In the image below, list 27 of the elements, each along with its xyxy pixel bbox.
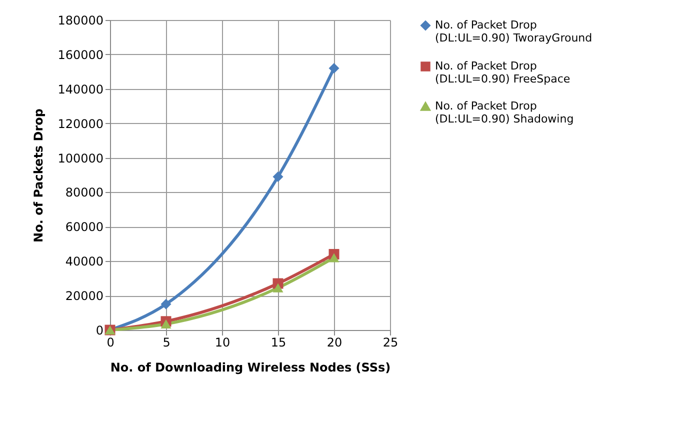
legend-label: No. of Packet Drop (DL:UL=0.90) FreeSpace bbox=[435, 60, 570, 86]
point bbox=[272, 283, 284, 292]
x-tick-label: 5 bbox=[162, 336, 170, 350]
point bbox=[160, 319, 172, 329]
point bbox=[272, 171, 284, 182]
legend-label: No. of Packet Drop (DL:UL=0.90) Shadowing bbox=[435, 100, 574, 126]
y-tick-label: 140000 bbox=[58, 82, 104, 96]
y-tick-label: 40000 bbox=[65, 254, 104, 269]
x-tick-label: 10 bbox=[214, 336, 230, 350]
point bbox=[328, 62, 340, 74]
y-tick-label: 160000 bbox=[58, 48, 104, 62]
y-tick-label: 60000 bbox=[65, 220, 104, 234]
y-tick-label: 0 bbox=[96, 324, 104, 338]
point bbox=[160, 298, 172, 310]
y-tick-label: 120000 bbox=[58, 116, 104, 131]
x-tick-label: 25 bbox=[382, 336, 398, 350]
x-axis-title: No. of Downloading Wireless Nodes (SSs) bbox=[110, 360, 391, 374]
y-tick-label: 100000 bbox=[58, 151, 104, 166]
y-tick-label: 180000 bbox=[58, 14, 104, 28]
point bbox=[328, 253, 340, 262]
legend-label: No. of Packet Drop (DL:UL=0.90) TworayGround bbox=[435, 18, 592, 44]
y-tick-label: 20000 bbox=[65, 289, 104, 304]
y-tick-label: 80000 bbox=[65, 186, 104, 200]
x-tick-label: 20 bbox=[326, 336, 342, 350]
x-tick-label: 0 bbox=[106, 336, 114, 350]
x-tick-label: 15 bbox=[270, 336, 286, 350]
y-axis-title: No. of Packets Drop bbox=[32, 108, 46, 242]
